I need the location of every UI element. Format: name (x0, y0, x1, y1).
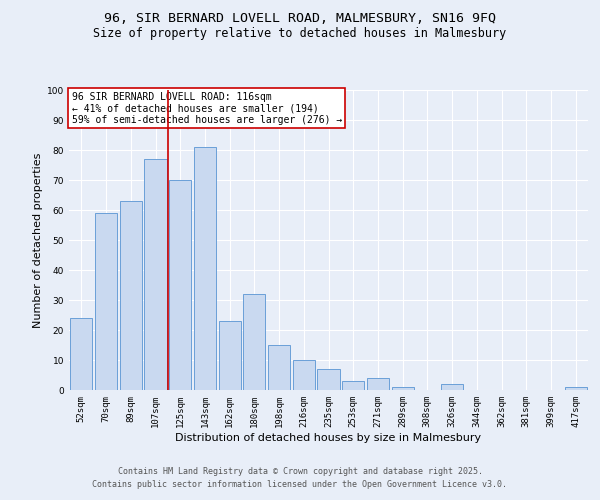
Bar (243, 294, 265, 390)
Text: Size of property relative to detached houses in Malmesbury: Size of property relative to detached ho… (94, 28, 506, 40)
Bar (441, 384, 463, 390)
Bar (392, 387, 414, 390)
Bar (367, 378, 389, 390)
Bar (119, 201, 142, 390)
Text: 96, SIR BERNARD LOVELL ROAD, MALMESBURY, SN16 9FQ: 96, SIR BERNARD LOVELL ROAD, MALMESBURY,… (104, 12, 496, 26)
Bar (565, 387, 587, 390)
Bar (293, 360, 315, 390)
Bar (169, 180, 191, 390)
Text: Contains public sector information licensed under the Open Government Licence v3: Contains public sector information licen… (92, 480, 508, 489)
Y-axis label: Number of detached properties: Number of detached properties (33, 152, 43, 328)
Text: 96 SIR BERNARD LOVELL ROAD: 116sqm
← 41% of detached houses are smaller (194)
59: 96 SIR BERNARD LOVELL ROAD: 116sqm ← 41%… (71, 92, 342, 124)
Bar (317, 369, 340, 390)
Bar (145, 159, 167, 390)
Text: Contains HM Land Registry data © Crown copyright and database right 2025.: Contains HM Land Registry data © Crown c… (118, 467, 482, 476)
X-axis label: Distribution of detached houses by size in Malmesbury: Distribution of detached houses by size … (175, 432, 482, 442)
Bar (70, 318, 92, 390)
Bar (342, 381, 364, 390)
Bar (218, 321, 241, 390)
Bar (268, 345, 290, 390)
Bar (194, 147, 216, 390)
Bar (95, 213, 117, 390)
